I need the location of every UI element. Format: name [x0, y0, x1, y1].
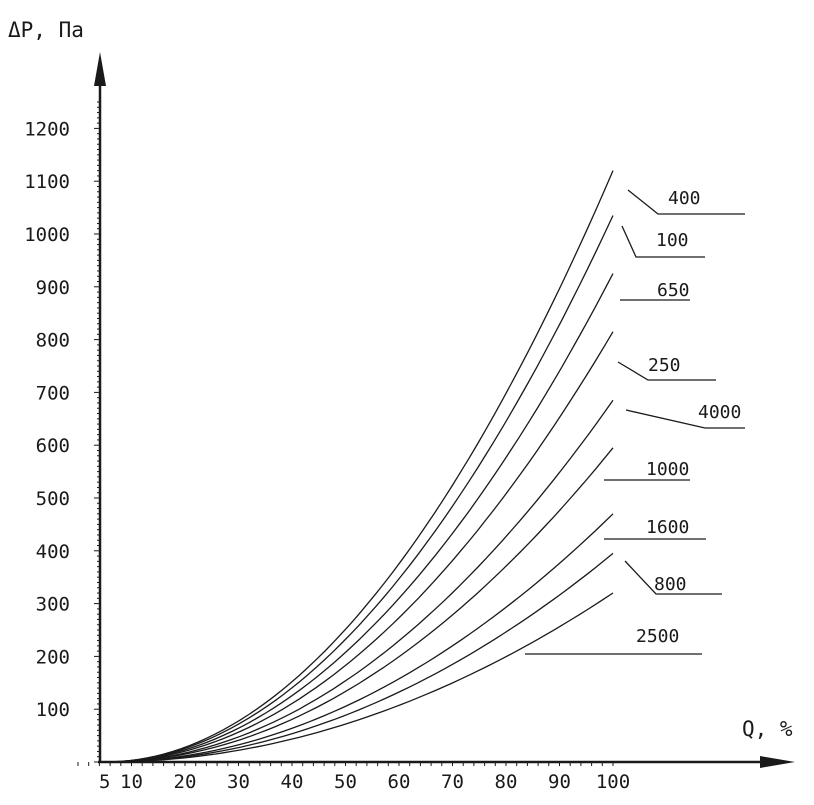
series-label-250: 250 [648, 355, 681, 376]
label-leaders-group [525, 189, 745, 655]
y-ticks-group: 100 200 300 400 500 600 700 800 900 1000 1100 1200 [24, 101, 100, 763]
x-axis-title: Q, % [742, 717, 793, 741]
y-tick-label: 1200 [24, 118, 70, 140]
series-label-100: 100 [656, 230, 689, 251]
curves-group [104, 170, 614, 763]
series-line-4000 [104, 399, 614, 763]
series-label-2500: 2500 [636, 626, 679, 647]
series-label-800: 800 [654, 574, 687, 595]
leader-line-250 [617, 361, 716, 381]
x-tick-label: 10 [120, 771, 143, 793]
x-tick-label: 80 [495, 771, 518, 793]
x-tick-label: 60 [388, 771, 411, 793]
x-tick-label: 5 [99, 771, 110, 793]
series-label-4000: 4000 [698, 402, 741, 423]
y-axis-title: ΔP, Па [8, 18, 84, 42]
series-label-650: 650 [657, 280, 690, 301]
y-tick-label: 100 [36, 699, 70, 721]
series-labels-group: 400 100 650 250 4000 1000 1600 800 2500 [636, 188, 741, 647]
series-label-1000: 1000 [646, 459, 689, 480]
leader-line-400 [627, 189, 745, 215]
y-tick-label: 900 [36, 277, 70, 299]
leader-line-4000 [625, 409, 745, 429]
y-tick-label: 1100 [24, 171, 70, 193]
y-tick-label: 300 [36, 594, 70, 616]
series-label-400: 400 [668, 188, 701, 209]
series-line-650 [104, 273, 614, 763]
x-tick-label: 100 [596, 771, 630, 793]
x-tick-label: 20 [174, 771, 197, 793]
series-line-250 [104, 331, 614, 763]
series-line-400 [104, 170, 614, 763]
x-tick-label: 70 [441, 771, 464, 793]
x-axis-arrow-icon [760, 756, 795, 768]
x-tick-label: 30 [227, 771, 250, 793]
series-line-100 [104, 215, 614, 763]
x-tick-label: 40 [281, 771, 304, 793]
x-tick-label: 90 [548, 771, 571, 793]
y-tick-label: 600 [36, 435, 70, 457]
series-line-1600 [104, 513, 614, 763]
x-tick-label: 50 [334, 771, 357, 793]
series-line-2500 [104, 592, 614, 763]
series-line-800 [104, 552, 614, 763]
axes [94, 52, 795, 768]
series-line-1000 [104, 447, 614, 763]
leader-line-800 [624, 560, 722, 595]
y-tick-label: 1000 [24, 224, 70, 246]
y-axis-arrow-icon [94, 52, 106, 86]
y-tick-label: 500 [36, 488, 70, 510]
y-tick-label: 800 [36, 330, 70, 352]
y-tick-label: 400 [36, 541, 70, 563]
y-tick-label: 200 [36, 646, 70, 668]
x-ticks-group: 5 10 20 30 40 50 60 70 80 90 100 [77, 762, 630, 793]
series-label-1600: 1600 [646, 517, 689, 538]
y-tick-label: 700 [36, 382, 70, 404]
leader-line-100 [621, 225, 705, 258]
